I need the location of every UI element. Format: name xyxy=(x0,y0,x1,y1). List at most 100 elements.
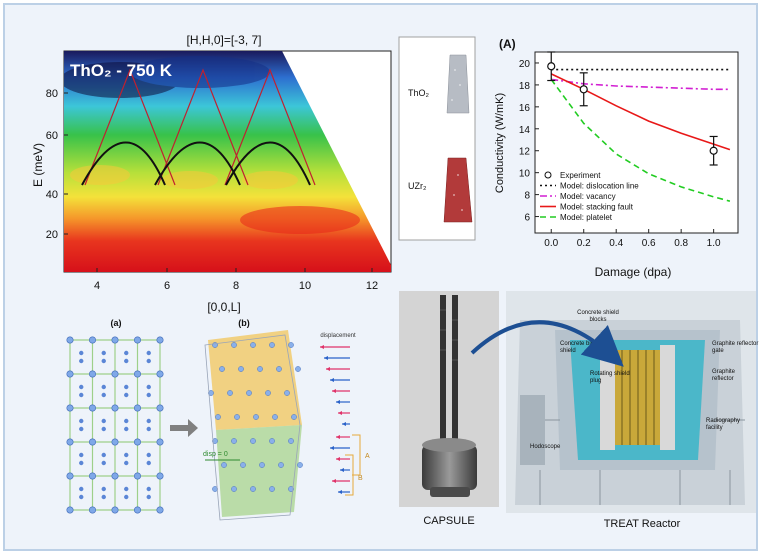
lattice-atom xyxy=(278,462,284,468)
lattice-atom xyxy=(234,414,240,420)
lattice-atom xyxy=(66,438,74,446)
lattice-atom xyxy=(269,342,275,348)
lattice-atom xyxy=(227,390,233,396)
heatmap-xtick-label: 8 xyxy=(233,280,239,292)
reactor-callout: Hodoscope xyxy=(530,444,561,450)
lattice-atom xyxy=(134,506,142,514)
bracket-b xyxy=(345,454,354,496)
simulation-panel: ThO₂ UZr₂ xyxy=(398,36,476,241)
lattice-atom xyxy=(272,414,278,420)
reactor-callout: Graphite reflector xyxy=(712,369,736,382)
lattice-atom xyxy=(276,366,282,372)
heatmap-top-label: [H,H,0]=[-3, 7] xyxy=(186,33,261,47)
faulted-lattice xyxy=(204,330,303,521)
sim-label-tho2: ThO₂ xyxy=(408,88,430,98)
lattice-atom xyxy=(111,472,119,480)
lattice-atom xyxy=(265,390,271,396)
lattice-atom xyxy=(208,390,214,396)
heatmap-overlay-label: ThO₂ - 750 K xyxy=(70,61,173,80)
lattice-atom xyxy=(288,342,294,348)
lattice-atom xyxy=(295,366,301,372)
uzr2-cell xyxy=(443,157,473,223)
chart-ytick-label: 14 xyxy=(519,125,531,136)
heatmap-xtick-label: 6 xyxy=(164,280,170,292)
experiment-point xyxy=(709,146,718,155)
experiment-point xyxy=(579,85,588,94)
displacement-arrows xyxy=(320,345,350,494)
chart-xtick-label: 0.8 xyxy=(674,238,688,249)
heatmap-xtick-label: 12 xyxy=(366,280,378,292)
capsule-panel: CAPSULE xyxy=(399,291,499,527)
transform-arrow xyxy=(170,419,198,437)
lattice-atom xyxy=(156,370,164,378)
lattice-label-b: (b) xyxy=(238,318,250,328)
heatmap-ylabel: E (meV) xyxy=(31,143,45,187)
conductivity-chart: (A) Conductivity (W/mK) Damage (dpa) 0.0… xyxy=(494,37,739,279)
lattice-atom xyxy=(66,506,74,514)
lattice-atom xyxy=(156,336,164,344)
chart-xtick-label: 0.4 xyxy=(609,238,623,249)
chart-panel-label: (A) xyxy=(499,37,516,51)
sim-label-uzr2: UZr₂ xyxy=(408,181,427,191)
chart-ytick-label: 10 xyxy=(519,169,531,180)
lattice-atom xyxy=(219,366,225,372)
lattice-atom xyxy=(246,390,252,396)
chart-xtick-label: 0.0 xyxy=(544,238,558,249)
lattice-atom xyxy=(89,472,97,480)
lattice-atom xyxy=(297,462,303,468)
heatmap-xlabel: [0,0,L] xyxy=(207,300,240,314)
lattice-atom xyxy=(269,486,275,492)
lattice-atom xyxy=(156,472,164,480)
lattice-atom xyxy=(212,438,218,444)
lattice-atom xyxy=(288,438,294,444)
lattice-panel: (a) (b) displacement A B disp = 0 xyxy=(66,318,370,521)
chart-ytick-label: 16 xyxy=(519,103,531,114)
heatmap-y-ticks: 20 40 60 80 xyxy=(46,88,68,241)
lattice-atom xyxy=(111,404,119,412)
lattice-atom xyxy=(111,506,119,514)
lattice-atom xyxy=(66,336,74,344)
lattice-atom xyxy=(89,438,97,446)
lattice-atom xyxy=(253,414,259,420)
lattice-atom xyxy=(250,438,256,444)
lattice-atom xyxy=(269,438,275,444)
lattice-atom xyxy=(215,414,221,420)
lattice-label-a: (a) xyxy=(111,318,122,328)
lattice-atom xyxy=(134,438,142,446)
legend-label: Experiment xyxy=(560,171,601,180)
legend-label: Model: vacancy xyxy=(560,192,616,201)
lattice-atom xyxy=(257,366,263,372)
lattice-atom xyxy=(288,486,294,492)
chart-ytick-label: 18 xyxy=(519,81,531,92)
lattice-atom xyxy=(66,370,74,378)
lattice-atom xyxy=(134,336,142,344)
reactor-callout: Graphite reflector gate xyxy=(712,341,758,354)
lattice-atom xyxy=(89,370,97,378)
capsule-to-reactor-arrow xyxy=(470,320,624,367)
perfect-lattice xyxy=(66,336,164,514)
lattice-atom xyxy=(284,390,290,396)
reactor-callout: Radiography facility xyxy=(706,418,740,431)
lattice-atom xyxy=(89,404,97,412)
lattice-atom xyxy=(240,462,246,468)
lattice-atom xyxy=(89,336,97,344)
reactor-callout: Concrete shield blocks xyxy=(577,310,619,323)
lattice-atom xyxy=(111,438,119,446)
lattice-atom xyxy=(231,438,237,444)
heatmap-x-ticks: 4 6 8 10 12 xyxy=(94,268,378,292)
capsule-body xyxy=(422,445,477,490)
lattice-atom xyxy=(238,366,244,372)
lattice-atom xyxy=(259,462,265,468)
chart-xtick-label: 0.2 xyxy=(577,238,591,249)
bracket-b-label: B xyxy=(358,475,363,482)
lattice-atom xyxy=(89,506,97,514)
experiment-point xyxy=(547,62,556,71)
capsule-label: CAPSULE xyxy=(423,515,474,527)
reactor-callout: Rotating shield plug xyxy=(590,371,630,384)
series-line-3 xyxy=(550,78,731,202)
heatmap-ytick-label: 40 xyxy=(46,189,58,201)
heatmap-xtick-label: 10 xyxy=(299,280,311,292)
legend-label: Model: dislocation line xyxy=(560,182,639,191)
